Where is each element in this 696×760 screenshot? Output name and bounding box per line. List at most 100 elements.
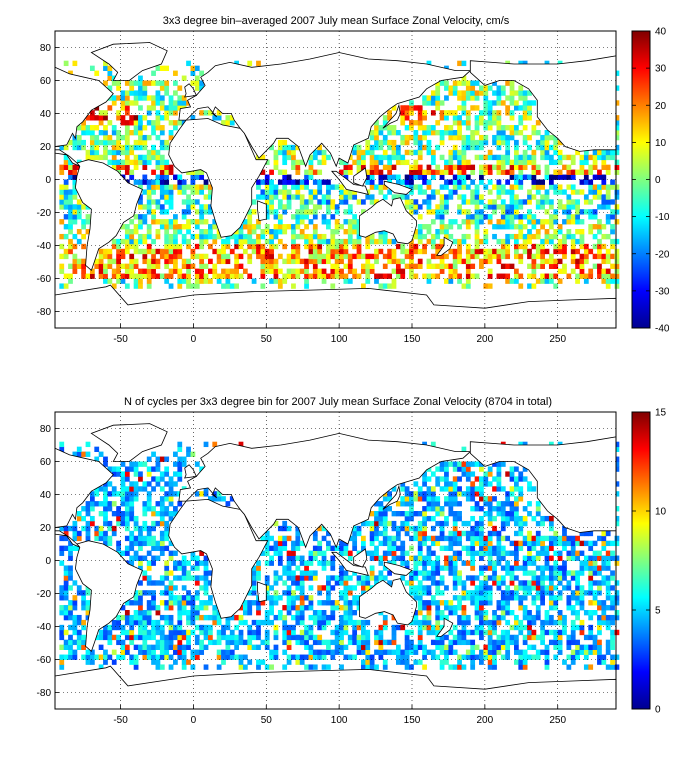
velocity-bin xyxy=(142,164,148,170)
velocity-bin xyxy=(312,224,318,230)
cycles-bin xyxy=(269,654,274,660)
velocity-landmass xyxy=(90,42,168,81)
cycles-bin xyxy=(518,605,524,611)
cycles-bin xyxy=(107,506,113,512)
velocity-bin xyxy=(164,85,170,91)
cycles-bin xyxy=(597,605,602,611)
velocity-bin xyxy=(614,125,620,131)
cycles-bin xyxy=(583,644,589,650)
cycles-bin xyxy=(605,575,611,581)
cycles-bin xyxy=(68,550,73,556)
velocity-bin xyxy=(68,169,73,175)
velocity-bin xyxy=(221,283,226,289)
cycles-bin xyxy=(286,565,292,571)
cycles-bin xyxy=(378,515,384,522)
cycles-bin xyxy=(317,600,323,606)
cycles-bin xyxy=(339,540,344,547)
velocity-bin xyxy=(129,159,135,166)
velocity-bin xyxy=(562,219,567,225)
velocity-bin xyxy=(85,149,91,156)
cycles-bin xyxy=(461,639,467,646)
cycles-bin xyxy=(540,619,545,626)
cycles-bin xyxy=(505,639,511,646)
velocity-bin xyxy=(177,278,183,284)
velocity-bin xyxy=(229,268,235,274)
cycles-bin xyxy=(177,634,183,641)
cycles-bin xyxy=(98,530,104,537)
velocity-bin xyxy=(557,243,563,250)
cycles-bin xyxy=(308,575,314,581)
velocity-bin xyxy=(509,233,515,240)
velocity-bin xyxy=(369,159,375,166)
cycles-bin xyxy=(400,496,406,502)
velocity-bin xyxy=(133,139,139,146)
velocity-bin xyxy=(120,144,126,151)
cycles-bin xyxy=(291,580,296,586)
cycles-bin xyxy=(159,545,165,551)
velocity-bin xyxy=(124,233,130,240)
cycles-bin xyxy=(199,466,205,472)
velocity-bin xyxy=(522,60,528,67)
cycles-bin xyxy=(435,614,441,621)
velocity-bin xyxy=(514,154,519,161)
cycles-bin xyxy=(452,466,458,472)
velocity-bin xyxy=(369,194,375,200)
cycles-bin xyxy=(487,644,493,650)
velocity-bin xyxy=(291,233,296,240)
cycles-bin xyxy=(452,525,458,532)
velocity-bin xyxy=(605,189,611,195)
cycles-bin xyxy=(509,506,515,512)
velocity-bin xyxy=(465,268,471,274)
velocity-bin xyxy=(430,110,436,116)
cycles-bin xyxy=(352,624,358,631)
velocity-bin xyxy=(326,224,331,230)
velocity-colorbar-tick-label: 30 xyxy=(655,64,667,75)
cycles-bin xyxy=(557,540,563,547)
velocity-bin xyxy=(496,85,502,91)
velocity-bin xyxy=(369,134,375,141)
cycles-bin xyxy=(282,605,288,611)
cycles-bin xyxy=(164,575,170,581)
cycles-bin xyxy=(181,575,187,581)
cycles-bin xyxy=(514,550,519,556)
velocity-bin xyxy=(605,164,611,170)
velocity-bin xyxy=(269,238,274,245)
cycles-x-tick-label: 250 xyxy=(549,715,566,726)
cycles-bin xyxy=(514,520,519,527)
velocity-bin xyxy=(312,253,318,260)
velocity-bin xyxy=(422,189,427,195)
velocity-bin xyxy=(601,159,607,166)
velocity-bin xyxy=(186,263,191,269)
velocity-bin xyxy=(155,233,161,240)
velocity-bin xyxy=(282,139,288,146)
cycles-bin xyxy=(492,575,497,581)
cycles-bin xyxy=(225,624,231,631)
velocity-bin xyxy=(439,134,445,141)
cycles-bin xyxy=(277,555,283,561)
velocity-bin xyxy=(514,164,519,170)
velocity-bin xyxy=(352,219,358,225)
velocity-bin xyxy=(474,209,480,215)
cycles-bin xyxy=(164,545,170,551)
cycles-bin xyxy=(487,540,493,547)
cycles-bin xyxy=(103,540,108,547)
velocity-bin xyxy=(269,258,274,265)
velocity-bin xyxy=(286,268,292,274)
cycles-bin xyxy=(216,496,222,502)
velocity-bin xyxy=(186,283,191,289)
cycles-bin xyxy=(68,644,73,650)
velocity-bin xyxy=(138,80,143,86)
cycles-bin xyxy=(461,605,467,611)
cycles-bin xyxy=(548,595,554,601)
cycles-bin xyxy=(448,501,454,507)
cycles-bin xyxy=(404,580,410,586)
velocity-bin xyxy=(435,164,441,170)
velocity-bin xyxy=(474,139,480,146)
cycles-bin xyxy=(457,501,462,507)
velocity-bin xyxy=(208,233,213,240)
cycles-bin xyxy=(597,580,602,586)
velocity-bin xyxy=(522,199,528,205)
cycles-bin xyxy=(190,610,196,616)
velocity-bin xyxy=(286,194,292,200)
cycles-bin xyxy=(557,639,563,646)
